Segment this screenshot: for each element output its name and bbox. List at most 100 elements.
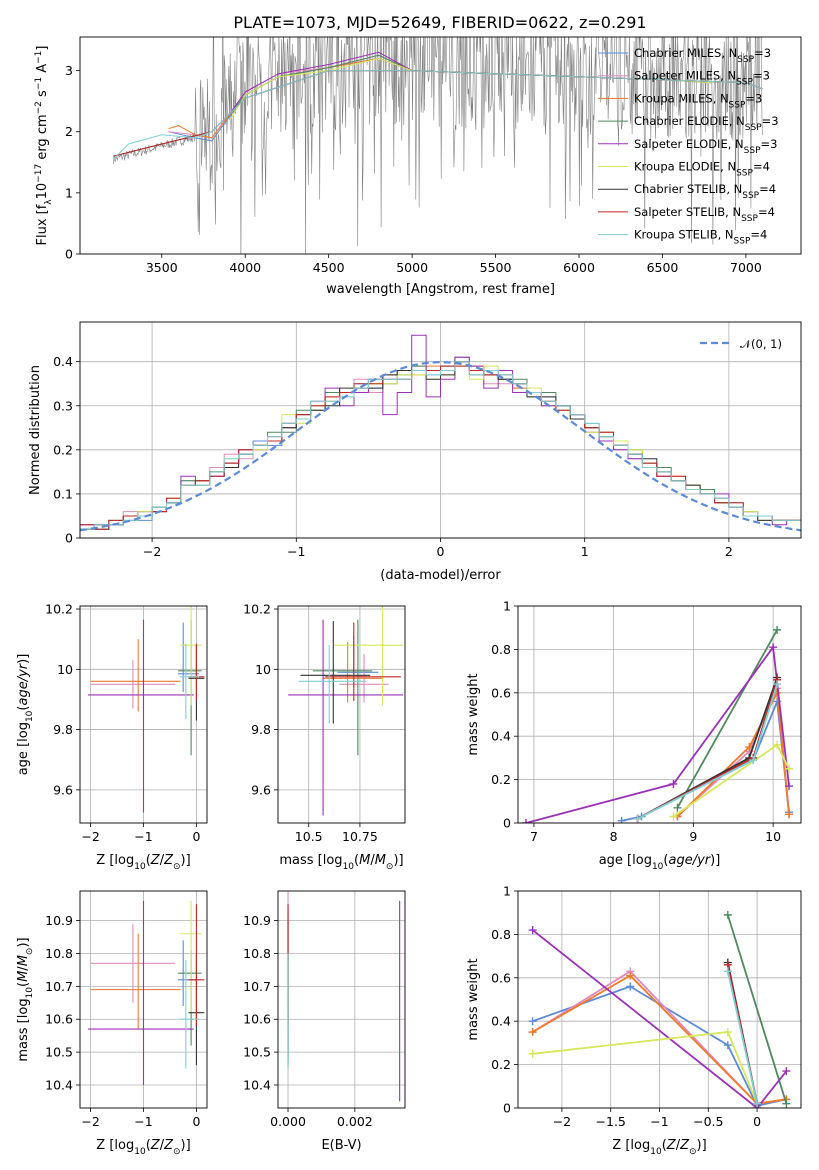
x-tick-label: 10 bbox=[765, 829, 781, 844]
y-tick-label: 0.8 bbox=[491, 927, 511, 942]
spectrum-data-line bbox=[113, 37, 763, 254]
x-axis-label: Z [log10(Z/Z⊙)] bbox=[96, 853, 190, 872]
x-tick-label: 4500 bbox=[313, 260, 345, 275]
y-axis-label: age [log10(age/yr)] bbox=[16, 654, 35, 776]
weight-line bbox=[532, 929, 788, 1108]
residual-histogram bbox=[80, 361, 801, 530]
weight-marker bbox=[626, 982, 635, 991]
legend-entry: 𝒩(0, 1) bbox=[740, 337, 782, 351]
mass_vs_Z-frame bbox=[79, 890, 208, 1109]
y-tick-label: 10.4 bbox=[243, 1077, 271, 1092]
y-tick-label: 3 bbox=[65, 63, 73, 78]
y-tick-label: 10.2 bbox=[243, 602, 271, 617]
mass_vs_ebv-panel: 0.000 0.002 10.4 10.5 10.6 10.7 10.8 10.9 E(B-V) bbox=[243, 890, 406, 1153]
weight-marker bbox=[723, 967, 732, 976]
weight-line bbox=[676, 629, 778, 809]
y-tick-label: 10.7 bbox=[243, 979, 271, 994]
x-tick-label: 2 bbox=[725, 544, 733, 559]
y-tick-label: 9.6 bbox=[53, 782, 73, 797]
y-tick-label: 0.2 bbox=[53, 442, 73, 457]
x-tick-label: −0.5 bbox=[693, 1114, 723, 1129]
y-tick-label: 10.4 bbox=[45, 1077, 73, 1092]
legend-entry: Salpeter ELODIE, NSSP=3 bbox=[634, 137, 777, 156]
y-tick-label: 1 bbox=[503, 884, 511, 899]
y-tick-label: 9.8 bbox=[251, 722, 271, 737]
x-tick-label: 10.5 bbox=[295, 829, 323, 844]
weight-marker bbox=[528, 926, 537, 935]
y-tick-label: 1 bbox=[65, 185, 73, 200]
weight-marker bbox=[528, 1028, 537, 1037]
x-tick-label: 6500 bbox=[647, 260, 679, 275]
x-tick-label: 7 bbox=[530, 829, 538, 844]
x-axis-label: mass [log10(M/M⊙)] bbox=[279, 853, 403, 872]
weight-marker bbox=[773, 680, 782, 689]
y-tick-label: 0.6 bbox=[491, 685, 511, 700]
x-tick-label: −1 bbox=[650, 1114, 668, 1129]
weight-marker bbox=[782, 1099, 791, 1108]
x-tick-label: −1 bbox=[287, 544, 305, 559]
y-tick-label: 10.5 bbox=[243, 1045, 271, 1060]
weight_vs_Z-panel: −2 −1.5 −1 −0.5 0 0 0.2 0.4 0.6 0.8 1 Z [log10(Z/Z⊙… bbox=[466, 884, 802, 1157]
figure-title: PLATE=1073, MJD=52649, FIBERID=0622, z=0… bbox=[233, 13, 646, 32]
y-tick-label: 0.3 bbox=[53, 398, 73, 413]
weight-marker bbox=[785, 764, 794, 773]
weight_vs_age-marks bbox=[521, 625, 794, 823]
plot-layer: 3500 4000 4500 5000 5500 6000 6500 70000123Chab… bbox=[16, 36, 802, 1157]
x-tick-label: 5000 bbox=[396, 260, 428, 275]
x-tick-label: 0.000 bbox=[270, 1114, 306, 1129]
y-tick-label: 9.6 bbox=[251, 782, 271, 797]
weight-marker bbox=[723, 1028, 732, 1037]
y-axis-label: mass weight bbox=[466, 958, 481, 1040]
legend-entry: Chabrier STELIB, NSSP=4 bbox=[634, 182, 776, 201]
age_vs_Z-panel: −2 −1 0 9.6 9.8 10 10.2 Z [log10(Z/Z⊙)] age [log… bbox=[16, 602, 208, 872]
y-tick-label: 10.6 bbox=[45, 1012, 73, 1027]
y-tick-label: 10 bbox=[255, 662, 271, 677]
y-tick-label: 2 bbox=[65, 124, 73, 139]
weight-line bbox=[532, 974, 787, 1105]
weight-marker bbox=[633, 814, 642, 823]
x-axis-label: (data-model)/error bbox=[380, 568, 501, 583]
weight-marker bbox=[749, 756, 758, 765]
y-tick-label: 10.8 bbox=[243, 946, 271, 961]
y-tick-label: 0.2 bbox=[491, 1057, 511, 1072]
weight-marker bbox=[773, 625, 782, 634]
x-tick-label: 0 bbox=[753, 1114, 761, 1129]
mass_vs_Z-panel: −2 −1 0 10.4 10.5 10.6 10.7 10.8 10.9 Z [log10(Z/… bbox=[16, 890, 208, 1157]
y-tick-label: 0.4 bbox=[53, 354, 73, 369]
y-tick-label: 0.8 bbox=[491, 642, 511, 657]
weight-marker bbox=[626, 971, 635, 980]
x-tick-label: 7000 bbox=[730, 260, 762, 275]
weight-marker bbox=[785, 782, 794, 791]
residuals-frame bbox=[79, 321, 802, 539]
weight-marker bbox=[785, 810, 794, 819]
weight-line bbox=[637, 683, 778, 820]
weight-marker bbox=[753, 1099, 762, 1108]
y-tick-label: 1 bbox=[503, 599, 511, 614]
y-tick-label: 10.6 bbox=[243, 1012, 271, 1027]
weight-marker bbox=[769, 643, 778, 652]
y-tick-label: 0.2 bbox=[491, 772, 511, 787]
x-tick-label: −1 bbox=[134, 1114, 152, 1129]
x-axis-label: wavelength [Angstrom, rest frame] bbox=[326, 282, 555, 297]
weight-marker bbox=[745, 743, 754, 752]
residuals-marks bbox=[80, 334, 801, 532]
y-axis-label: Normed distribution bbox=[28, 365, 43, 495]
weight-marker bbox=[782, 1067, 791, 1076]
x-tick-label: −1 bbox=[134, 829, 152, 844]
y-tick-label: 10.2 bbox=[45, 602, 73, 617]
x-tick-label: 0 bbox=[437, 544, 445, 559]
x-tick-label: 4000 bbox=[229, 260, 261, 275]
mass_vs_Z-marks bbox=[87, 900, 205, 1085]
residual-histogram bbox=[80, 365, 801, 530]
y-tick-label: 9.8 bbox=[53, 722, 73, 737]
x-tick-label: 8 bbox=[610, 829, 618, 844]
y-tick-label: 10.5 bbox=[45, 1045, 73, 1060]
x-axis-label: Z [log10(Z/Z⊙)] bbox=[612, 1138, 706, 1157]
y-tick-label: 0.6 bbox=[491, 970, 511, 985]
y-tick-label: 10.9 bbox=[45, 913, 73, 928]
x-axis-label: age [log10(age/yr)] bbox=[599, 853, 721, 872]
y-tick-label: 0 bbox=[65, 531, 73, 546]
x-tick-label: 10.75 bbox=[342, 829, 378, 844]
x-tick-label: 9 bbox=[689, 829, 697, 844]
x-axis-label: Z [log10(Z/Z⊙)] bbox=[96, 1138, 190, 1157]
